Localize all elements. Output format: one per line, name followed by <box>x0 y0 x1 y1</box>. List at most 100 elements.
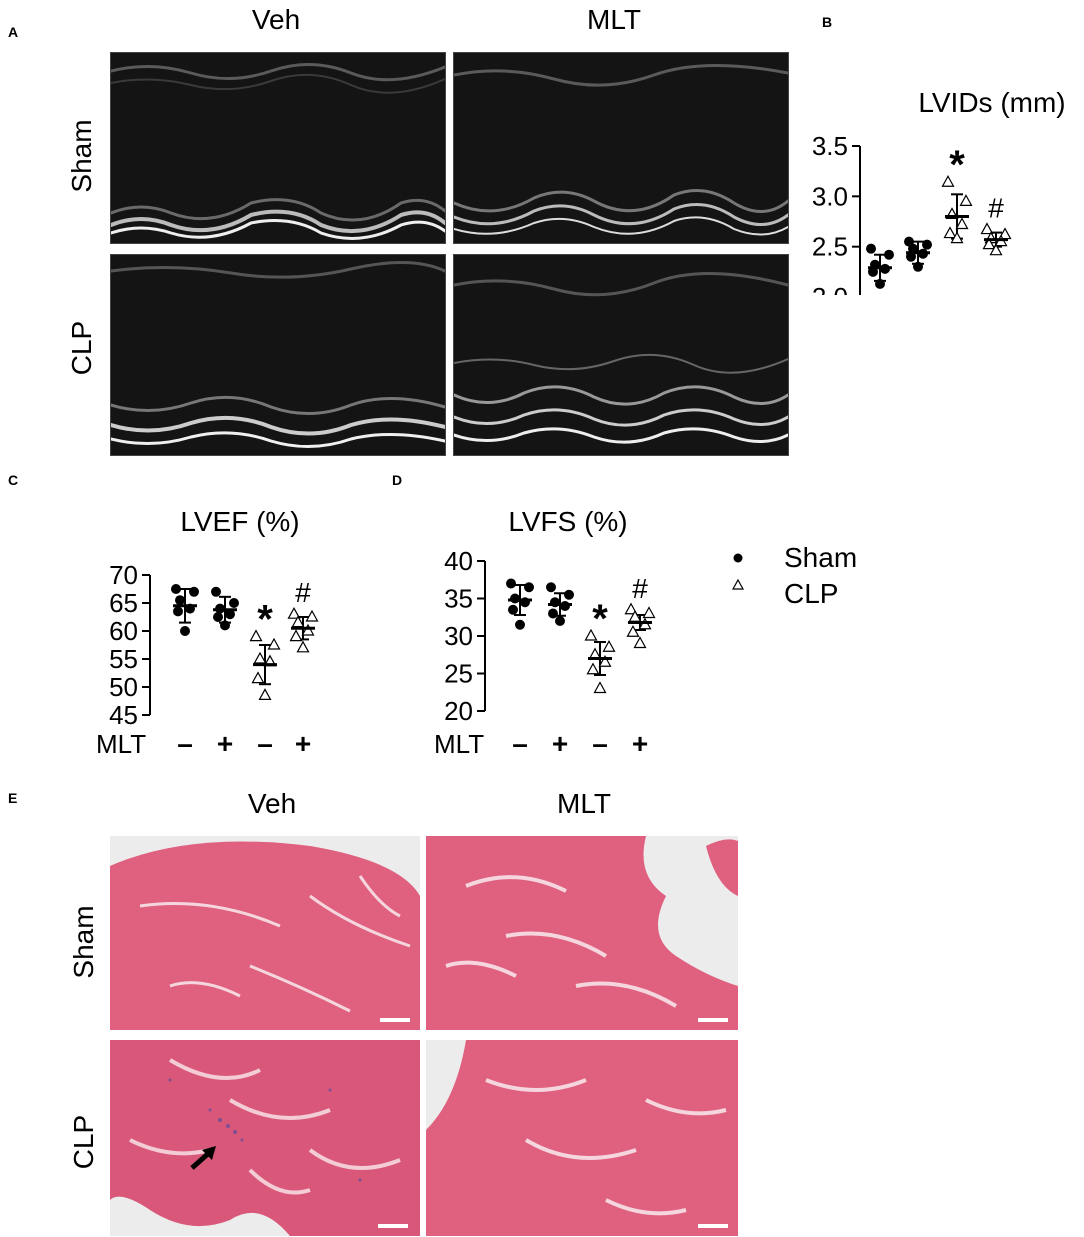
histo-tissue-sham-veh <box>110 836 420 1030</box>
category-label-c: + <box>295 728 311 759</box>
data-point-c <box>225 609 235 620</box>
data-point-d <box>642 606 656 619</box>
legend-clp-marker <box>731 578 745 590</box>
data-point-d <box>508 604 518 615</box>
data-point-c <box>305 609 319 622</box>
data-point-d <box>548 608 558 619</box>
data-point-c <box>211 586 221 597</box>
data-point-c <box>175 595 185 606</box>
data-point-d <box>633 636 647 649</box>
y-tick-label-c: 60 <box>109 616 138 646</box>
data-point-c <box>296 640 310 653</box>
panel-label-d: D <box>392 472 403 488</box>
histo-row-sham: Sham <box>68 905 99 979</box>
legend-clp-label: CLP <box>784 578 839 609</box>
arrow-icon <box>202 1146 216 1160</box>
chart-title-b: LVIDs (mm) <box>918 87 1065 118</box>
data-point-b <box>989 243 1003 256</box>
data-point-b <box>884 249 894 260</box>
histo-row-clp: CLP <box>68 1114 99 1170</box>
data-point-b <box>875 278 885 289</box>
chart-lvids: LVIDs (mm)2.02.53.03.5MLT–+–+*# <box>812 87 1066 295</box>
echo-image-sham-mlt <box>453 52 789 244</box>
significance-mark-c: * <box>257 598 273 642</box>
echo-trace-sham-mlt <box>454 53 788 243</box>
panel-label-e: E <box>8 790 18 806</box>
data-point-d <box>524 582 534 593</box>
category-label-c: – <box>177 728 193 759</box>
data-point-d <box>598 655 612 667</box>
echo-trace-clp-mlt <box>454 255 788 455</box>
y-tick-label-d: 25 <box>444 659 473 689</box>
echo-image-clp-veh <box>110 254 446 456</box>
data-point-c <box>289 629 303 642</box>
data-point-d <box>515 619 525 630</box>
panel-label-b: B <box>822 14 833 30</box>
data-point-d <box>626 625 640 637</box>
data-point-d <box>602 640 616 652</box>
x-label-d: MLT <box>434 729 484 759</box>
panel-label-a: A <box>8 24 19 40</box>
data-point-b <box>868 266 878 277</box>
data-point-b <box>922 239 932 250</box>
data-point-c <box>249 629 263 642</box>
histo-image-sham-mlt <box>426 836 738 1030</box>
histo-col-veh: Veh <box>247 788 297 819</box>
data-point-b <box>941 174 955 187</box>
echo-trace-sham-veh <box>111 53 445 243</box>
data-point-c <box>291 615 305 628</box>
y-tick-label-c: 45 <box>109 700 138 730</box>
y-tick-label-d: 40 <box>444 546 473 576</box>
significance-mark-b: # <box>988 193 1004 224</box>
data-point-c <box>301 623 315 636</box>
echo-row-clp: CLP <box>66 320 97 376</box>
data-point-b <box>982 237 996 250</box>
legend-sham-marker <box>733 553 743 563</box>
histo-image-sham-veh <box>110 836 420 1030</box>
histo-tissue-sham-mlt <box>426 836 738 1030</box>
data-point-b <box>955 217 969 230</box>
x-label-c: MLT <box>96 729 146 759</box>
echo-row-sham: Sham <box>66 119 97 193</box>
data-point-d <box>564 589 574 600</box>
data-point-c <box>173 606 183 617</box>
y-tick-label-c: 70 <box>109 560 138 590</box>
data-point-c <box>287 606 301 619</box>
data-point-d <box>555 616 565 626</box>
significance-mark-d: * <box>592 597 608 641</box>
y-tick-label-d: 20 <box>444 696 473 726</box>
data-point-c <box>180 626 190 636</box>
y-tick-label-b: 3.5 <box>812 131 848 161</box>
category-label-c: + <box>217 728 233 759</box>
y-tick-label-b: 2.0 <box>812 282 848 295</box>
data-point-d <box>506 578 516 589</box>
echo-trace-clp-veh <box>111 255 445 455</box>
data-point-d <box>624 602 638 615</box>
category-label-d: – <box>592 728 608 759</box>
echo-col-mlt: MLT <box>587 4 641 35</box>
histo-image-clp-mlt <box>426 1040 738 1236</box>
y-tick-label-c: 65 <box>109 588 138 618</box>
legend-sham-label: Sham <box>784 542 858 573</box>
histo-image-clp-veh <box>110 1040 420 1236</box>
echo-image-sham-veh <box>110 52 446 244</box>
data-point-c <box>220 620 230 631</box>
chart-title-d: LVFS (%) <box>508 506 627 537</box>
data-point-b <box>980 222 994 235</box>
category-label-d: + <box>552 728 568 759</box>
data-point-b <box>950 231 964 244</box>
legend-markers <box>731 553 745 590</box>
data-point-b <box>908 243 918 254</box>
y-tick-label-d: 30 <box>444 621 473 651</box>
data-point-d <box>546 582 556 593</box>
data-point-b <box>913 261 923 272</box>
y-tick-label-b: 3.0 <box>812 181 848 211</box>
data-point-c <box>213 612 223 622</box>
histo-col-mlt: MLT <box>557 788 611 819</box>
significance-mark-d: # <box>632 573 648 604</box>
data-point-c <box>229 598 239 608</box>
histo-tissue-clp-veh <box>110 1040 420 1236</box>
y-tick-label-c: 50 <box>109 672 138 702</box>
